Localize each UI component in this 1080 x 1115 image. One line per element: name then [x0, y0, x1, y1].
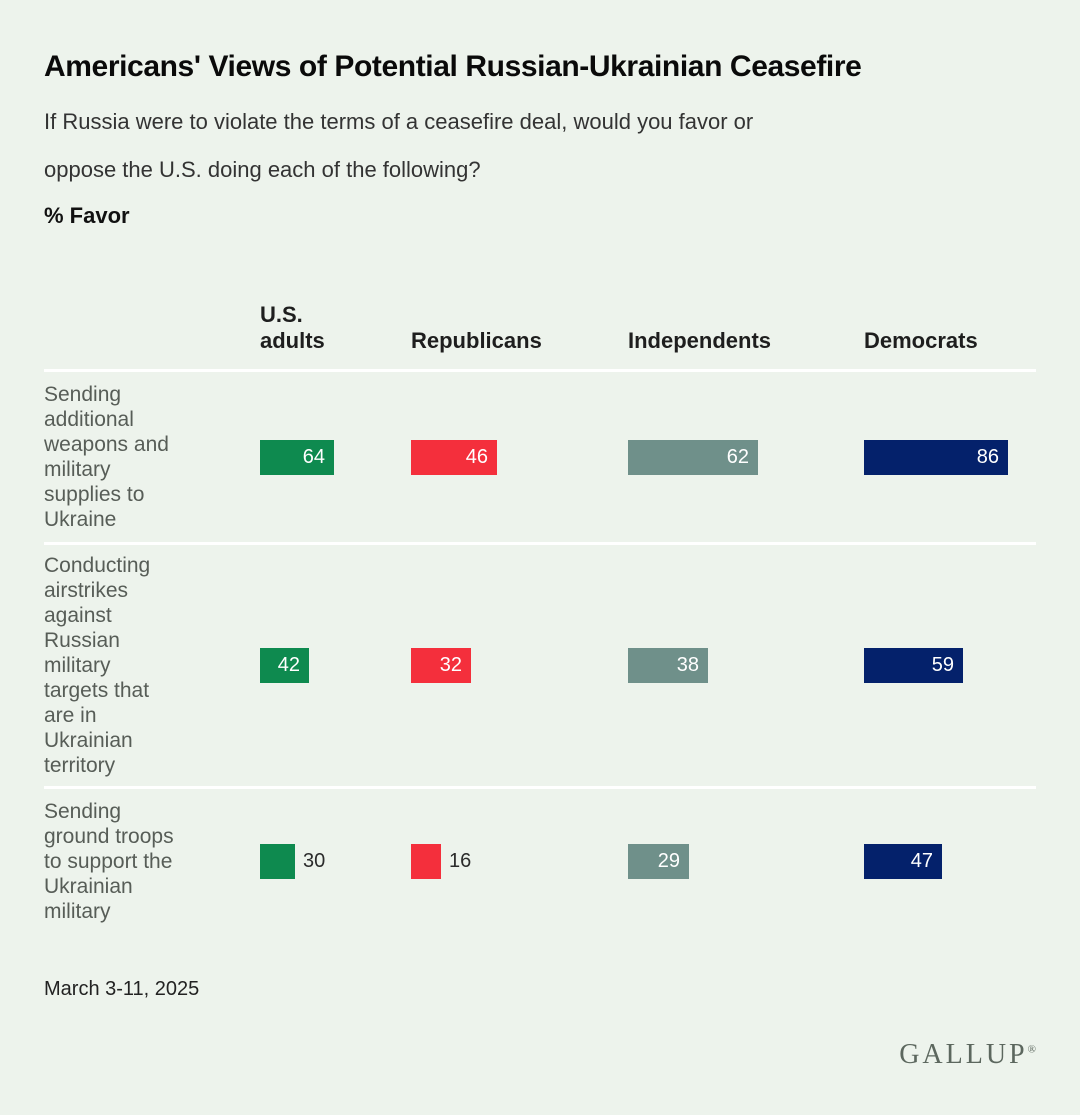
- gallup-logo: GALLUP®: [899, 1039, 1036, 1071]
- bar-value-label: 64: [302, 445, 325, 468]
- table-row-airstrikes: Conducting airstrikes against Russian mi…: [44, 542, 1036, 786]
- bar-value-label: 47: [910, 850, 933, 872]
- row-label: Sending additional weapons and military …: [44, 383, 169, 531]
- table-row-ground-troops: Sending ground troops to support the Ukr…: [44, 786, 1036, 936]
- bar-value-label: 32: [439, 654, 462, 676]
- column-header-row: U.S. adults Republicans Independents Dem…: [44, 302, 1036, 369]
- bar-airstrikes-republicans: 32: [411, 648, 471, 683]
- table-row-weapons-supplies: Sending additional weapons and military …: [44, 369, 1036, 542]
- bar-value-label: 42: [277, 654, 300, 676]
- bar-value-label: 38: [676, 654, 699, 676]
- bar-value-label: 30: [303, 850, 326, 872]
- bar-cell-weapons-democrats: 86: [864, 439, 1036, 475]
- bar-value-label: 86: [976, 445, 999, 468]
- chart-question: If Russia were to violate the terms of a…: [44, 98, 1036, 194]
- bar-cell-troops-us-adults: 30: [260, 844, 411, 879]
- bar-weapons-us-adults: 64: [260, 439, 334, 475]
- bar-troops-republicans: [411, 844, 441, 879]
- bar-cell-weapons-us-adults: 64: [260, 439, 411, 475]
- bar-airstrikes-democrats: 59: [864, 648, 963, 683]
- bar-value-label: 29: [657, 850, 680, 872]
- bar-cell-troops-independents: 29: [628, 844, 864, 879]
- bar-cell-troops-democrats: 47: [864, 844, 1036, 879]
- bar-troops-us-adults: [260, 844, 295, 879]
- column-header-independents: Independents: [628, 328, 772, 353]
- bar-weapons-republicans: 46: [411, 439, 497, 475]
- bar-cell-weapons-independents: 62: [628, 439, 864, 475]
- bar-cell-troops-republicans: 16: [411, 844, 628, 879]
- bar-value-label: 16: [449, 850, 472, 872]
- survey-date: March 3-11, 2025: [44, 978, 200, 1000]
- gallup-logo-text: GALLUP: [899, 1039, 1028, 1070]
- question-line-1: If Russia were to violate the terms of a…: [44, 109, 754, 134]
- header-spacer: [44, 302, 260, 369]
- bar-cell-airstrikes-independents: 38: [628, 648, 864, 683]
- chart-title: Americans' Views of Potential Russian-Uk…: [44, 50, 862, 83]
- bar-airstrikes-us-adults: 42: [260, 648, 309, 683]
- bar-cell-airstrikes-republicans: 32: [411, 648, 628, 683]
- bar-value-label: 59: [931, 654, 954, 676]
- bar-value-label: 62: [726, 445, 749, 468]
- bar-weapons-democrats: 86: [864, 439, 1008, 475]
- question-line-2: oppose the U.S. doing each of the follow…: [44, 157, 481, 182]
- bar-troops-independents: 29: [628, 844, 689, 879]
- bar-troops-democrats: 47: [864, 844, 942, 879]
- bar-value-label: 46: [465, 445, 488, 468]
- bar-airstrikes-independents: 38: [628, 648, 708, 683]
- bar-table: U.S. adults Republicans Independents Dem…: [44, 302, 1036, 936]
- column-header-republicans: Republicans: [411, 328, 542, 353]
- bar-cell-airstrikes-us-adults: 42: [260, 648, 411, 683]
- row-label: Sending ground troops to support the Ukr…: [44, 800, 174, 923]
- registered-trademark-icon: ®: [1027, 1043, 1036, 1056]
- column-header-democrats: Democrats: [864, 328, 978, 353]
- row-label: Conducting airstrikes against Russian mi…: [44, 554, 151, 777]
- bar-cell-weapons-republicans: 46: [411, 439, 628, 475]
- measure-label: % Favor: [44, 203, 130, 228]
- bar-weapons-independents: 62: [628, 439, 758, 475]
- column-header-us-adults: U.S. adults: [260, 302, 325, 353]
- bar-cell-airstrikes-democrats: 59: [864, 648, 1036, 683]
